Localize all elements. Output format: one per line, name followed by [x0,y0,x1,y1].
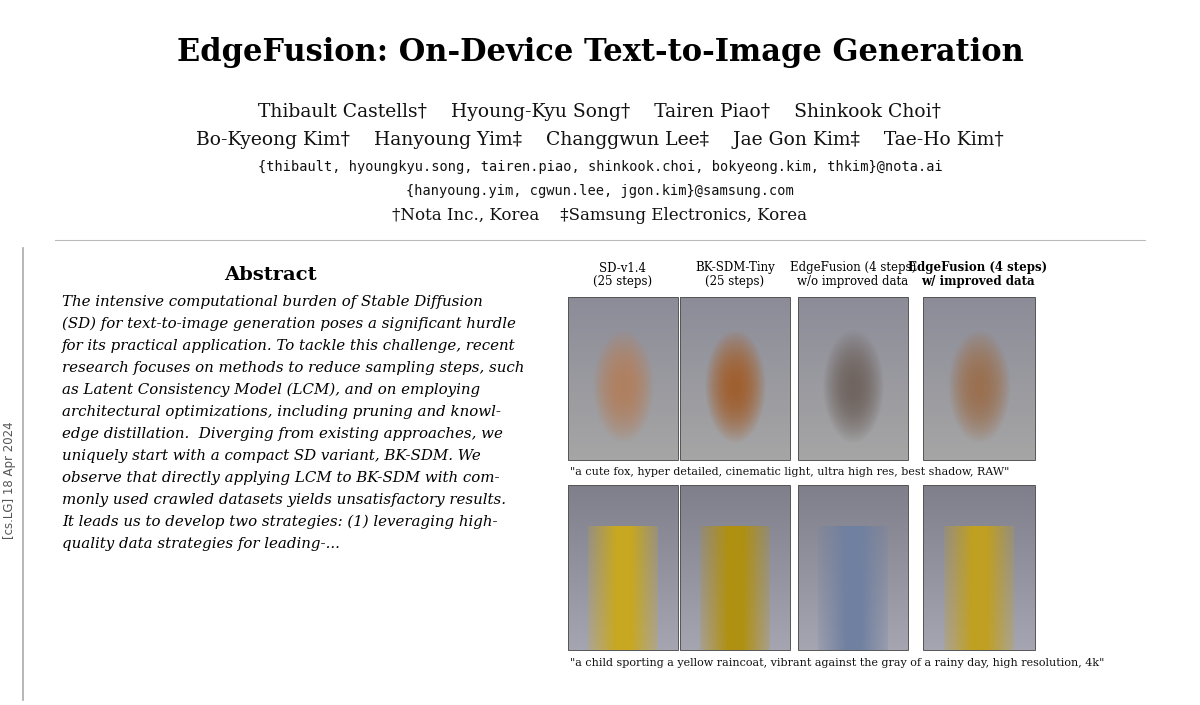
Text: BK-SDM-Tiny: BK-SDM-Tiny [695,262,775,274]
Bar [680,485,790,650]
Text: monly used crawled datasets yields unsatisfactory results.: monly used crawled datasets yields unsat… [62,493,506,507]
Text: Bo-Kyeong Kim†    Hanyoung Yim‡    Changgwun Lee‡    Jae Gon Kim‡    Tae-Ho Kim†: Bo-Kyeong Kim† Hanyoung Yim‡ Changgwun L… [196,131,1004,149]
Bar [680,297,790,460]
Text: EdgeFusion: On-Device Text-to-Image Generation: EdgeFusion: On-Device Text-to-Image Gene… [176,37,1024,68]
Bar [798,297,908,460]
Bar [798,485,908,650]
Text: EdgeFusion (4 steps): EdgeFusion (4 steps) [790,262,916,274]
Text: "a child sporting a yellow raincoat, vibrant against the gray of a rainy day, hi: "a child sporting a yellow raincoat, vib… [570,658,1104,668]
Text: quality data strategies for leading-...: quality data strategies for leading-... [62,537,340,551]
Text: as Latent Consistency Model (LCM), and on employing: as Latent Consistency Model (LCM), and o… [62,383,480,397]
Text: (25 steps): (25 steps) [706,276,764,288]
Text: (SD) for text-to-image generation poses a significant hurdle: (SD) for text-to-image generation poses … [62,317,516,331]
Text: w/ improved data: w/ improved data [922,276,1034,288]
Text: research focuses on methods to reduce sampling steps, such: research focuses on methods to reduce sa… [62,361,524,375]
Text: (25 steps): (25 steps) [594,276,653,288]
Text: It leads us to develop two strategies: (1) leveraging high-: It leads us to develop two strategies: (… [62,515,498,529]
Text: uniquely start with a compact SD variant, BK-SDM. We: uniquely start with a compact SD variant… [62,449,481,463]
Text: w/o improved data: w/o improved data [798,276,908,288]
Text: observe that directly applying LCM to BK-SDM with com-: observe that directly applying LCM to BK… [62,471,499,485]
Text: {thibault, hyoungkyu.song, tairen.piao, shinkook.choi, bokyeong.kim, thkim}@nota: {thibault, hyoungkyu.song, tairen.piao, … [258,160,942,174]
Bar [923,297,1034,460]
Text: †Nota Inc., Korea    ‡Samsung Electronics, Korea: †Nota Inc., Korea ‡Samsung Electronics, … [392,207,808,223]
Bar [568,297,678,460]
Text: EdgeFusion (4 steps): EdgeFusion (4 steps) [908,262,1048,274]
Text: The intensive computational burden of Stable Diffusion: The intensive computational burden of St… [62,295,482,309]
Text: for its practical application. To tackle this challenge, recent: for its practical application. To tackle… [62,339,516,353]
Text: {hanyoung.yim, cgwun.lee, jgon.kim}@samsung.com: {hanyoung.yim, cgwun.lee, jgon.kim}@sams… [406,184,794,198]
Bar [923,485,1034,650]
Text: Thibault Castells†    Hyoung-Kyu Song†    Tairen Piao†    Shinkook Choi†: Thibault Castells† Hyoung-Kyu Song† Tair… [258,103,942,121]
Bar [568,485,678,650]
Text: edge distillation.  Diverging from existing approaches, we: edge distillation. Diverging from existi… [62,427,503,441]
Text: SD-v1.4: SD-v1.4 [600,262,647,274]
Text: [cs.LG] 18 Apr 2024: [cs.LG] 18 Apr 2024 [4,421,17,539]
Text: Abstract: Abstract [223,266,317,284]
Text: "a cute fox, hyper detailed, cinematic light, ultra high res, best shadow, RAW": "a cute fox, hyper detailed, cinematic l… [570,467,1009,477]
Text: architectural optimizations, including pruning and knowl-: architectural optimizations, including p… [62,405,502,419]
